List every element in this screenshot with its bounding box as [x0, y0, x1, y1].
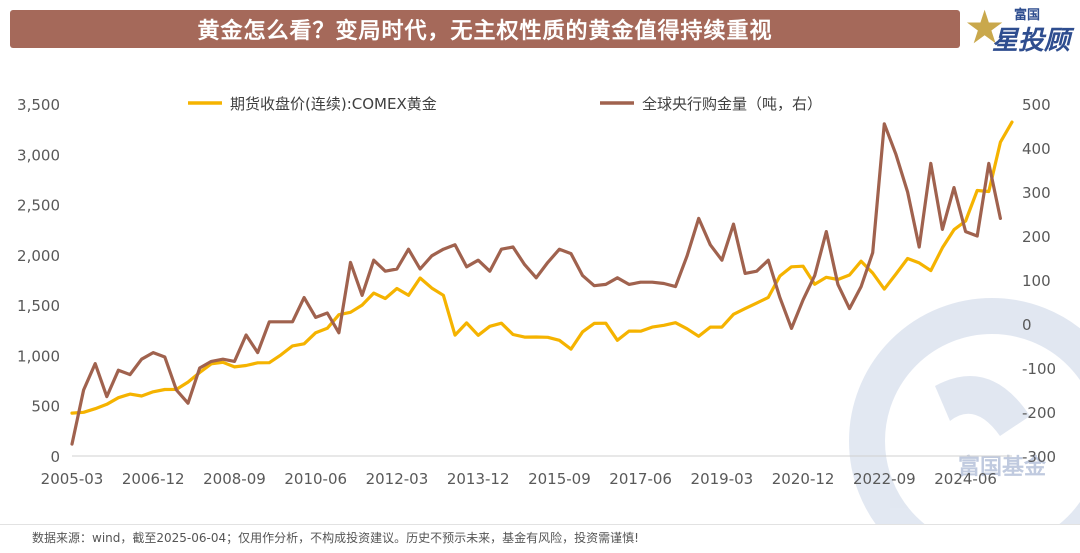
y-right-tick-label: 100 [1022, 272, 1051, 290]
x-tick-label: 2013-12 [447, 470, 510, 488]
x-tick-label: 2015-09 [528, 470, 591, 488]
x-tick-label: 2017-06 [609, 470, 672, 488]
series-line-comex-gold [70, 120, 1014, 415]
y-right-tick-label: -100 [1022, 360, 1056, 378]
x-tick-label: 2019-03 [691, 470, 754, 488]
y-right-tick-label: -200 [1022, 404, 1056, 422]
x-tick-label: 2024-06 [934, 470, 997, 488]
title-banner: 黄金怎么看？变局时代，无主权性质的黄金值得持续重视 [10, 10, 960, 48]
chart-area: 富国基金 0 500 1,000 1,500 2,000 2,500 3,000 3,500 … [0, 56, 1080, 553]
y-left-tick-label: 1,000 [17, 347, 60, 365]
footer: 数据来源：wind，截至2025-06-04；仅用作分析，不构成投资建议。历史不… [0, 524, 1080, 553]
x-tick-label: 2008-09 [203, 470, 266, 488]
y-left-tick-label: 0 [50, 448, 60, 466]
logo-top-text: 富国 [1014, 8, 1041, 23]
x-tick-label: 2005-03 [41, 470, 104, 488]
y-left-tick-label: 1,500 [17, 297, 60, 315]
x-tick-label: 2006-12 [122, 470, 185, 488]
y-left-tick-label: 3,000 [17, 146, 60, 164]
y-right-tick-label: 300 [1022, 184, 1051, 202]
y-left-tick-label: 2,000 [17, 247, 60, 265]
logo-bottom-text: 星投顾 [992, 26, 1071, 56]
legend-entry: 全球央行购金量（吨，右） [642, 95, 822, 113]
y-right-tick-label: 200 [1022, 228, 1051, 246]
series-line-central-bank-gold [70, 122, 1003, 446]
watermark-text: 富国基金 [958, 454, 1047, 480]
x-tick-label: 2022-09 [853, 470, 916, 488]
y-left-tick-label: 3,500 [17, 96, 60, 114]
y-right-tick-label: 0 [1022, 316, 1032, 334]
watermark-icon [849, 298, 1080, 553]
y-left-tick-label: 500 [31, 398, 60, 416]
brand-logo: ★ 富国 星投顾 [962, 0, 1078, 56]
x-tick-label: 2020-12 [772, 470, 835, 488]
data-source-note: 数据来源：wind，截至2025-06-04；仅用作分析，不构成投资建议。历史不… [32, 531, 639, 545]
page-title: 黄金怎么看？变局时代，无主权性质的黄金值得持续重视 [197, 19, 773, 44]
y-right-tick-label: 400 [1022, 140, 1051, 158]
y-right-tick-label: 500 [1022, 96, 1051, 114]
y-right-tick-label: -300 [1022, 448, 1056, 466]
x-tick-label: 2010-06 [284, 470, 347, 488]
y-left-tick-label: 2,500 [17, 197, 60, 215]
star-icon: ★ [964, 0, 1006, 54]
legend-entry: 期货收盘价(连续):COMEX黄金 [230, 95, 437, 113]
dual-axis-line-chart: 富国基金 05001,0001,5002,0002,5003,0003,500 … [17, 95, 1080, 553]
x-tick-label: 2012-03 [366, 470, 429, 488]
